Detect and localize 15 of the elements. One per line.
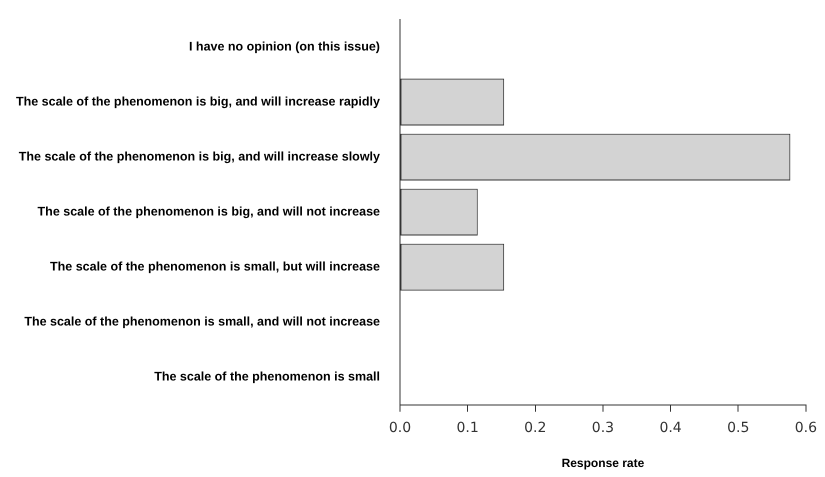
y-tick-label: The scale of the phenomenon is big, and will not increase — [38, 204, 380, 219]
y-tick-label: The scale of the phenomenon is small, but will increase — [50, 260, 380, 274]
x-tick-label: 0.5 — [727, 420, 750, 436]
x-axis-title: Response rate — [562, 456, 645, 470]
x-tick-label: 0.2 — [524, 420, 546, 436]
x-tick-label: 0.3 — [592, 420, 614, 436]
x-tick-label: 0.0 — [388, 420, 412, 436]
x-tick-label: 0.1 — [456, 420, 479, 436]
y-tick-label: The scale of the phenomenon is small, and will not increase — [24, 314, 380, 329]
y-tick-label: The scale of the phenomenon is big, and will increase rapidly — [16, 94, 380, 109]
x-tick-label: 0.4 — [659, 420, 682, 436]
y-tick-label: The scale of the phenomenon is small — [154, 370, 380, 384]
y-tick-label: The scale of the phenomenon is big, and will increase slowly — [18, 150, 380, 164]
x-tick-label: 0.6 — [794, 420, 818, 436]
y-tick-label: I have no opinion (on this issue) — [188, 39, 380, 54]
